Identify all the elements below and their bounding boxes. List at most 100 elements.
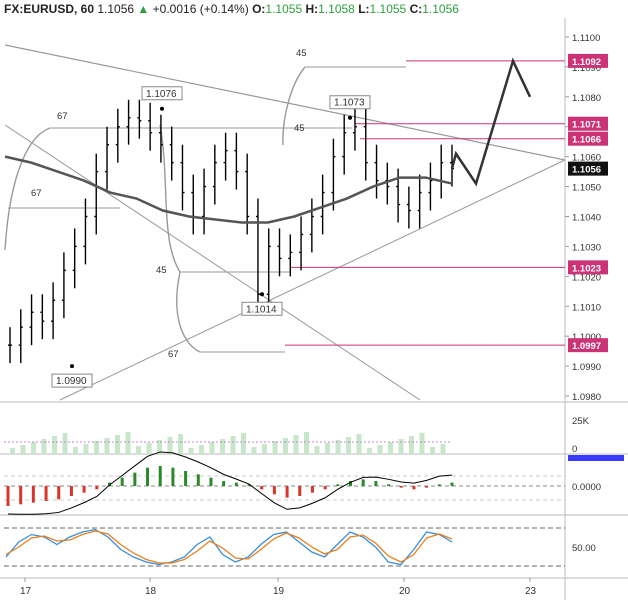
macd-bar — [19, 486, 23, 505]
y-tick-label: 1.1000 — [572, 332, 601, 343]
annotation-dot — [348, 115, 352, 120]
annotation-label: 1.1076 — [146, 89, 177, 100]
macd-bar — [323, 486, 327, 490]
price-level-tag — [568, 53, 608, 68]
price-tag-label: 1.1092 — [572, 57, 601, 68]
fib-arc — [4, 127, 51, 251]
macd-bar — [44, 486, 48, 501]
x-tick-label: 18 — [145, 586, 157, 597]
volume-bar — [272, 441, 278, 454]
volume-bar — [94, 441, 99, 454]
macd-bar — [310, 486, 314, 493]
macd-bar — [361, 479, 365, 486]
macd-bar — [272, 486, 276, 495]
stoch-k-line — [5, 528, 453, 566]
macd-bar — [209, 477, 213, 486]
low-label: L: — [358, 2, 370, 16]
x-tick-label: 17 — [20, 586, 32, 597]
symbol-label[interactable]: FX:EURUSD, 60 — [4, 2, 95, 16]
up-arrow-icon: ▲ — [137, 2, 150, 16]
volume-bar — [41, 439, 47, 454]
price-tag-label: 1.1056 — [572, 165, 601, 176]
moving-average-line — [4, 155, 453, 224]
volume-bar — [367, 448, 372, 454]
y-tick-label: 1.1100 — [572, 33, 600, 44]
macd-bar — [298, 486, 302, 496]
volume-bar — [346, 437, 351, 454]
x-tick-label: 19 — [273, 586, 285, 597]
volume-bar — [230, 436, 236, 454]
volume-bar — [52, 436, 57, 454]
macd-bar — [285, 486, 289, 498]
stoch-d-line — [5, 530, 453, 564]
volume-bar — [199, 445, 204, 454]
volume-bar — [440, 444, 446, 454]
y-tick-label: 1.1090 — [572, 63, 601, 74]
volume-bar — [167, 437, 173, 454]
volume-bar — [251, 447, 257, 454]
annotation-box — [329, 95, 371, 110]
macd-bar — [95, 486, 99, 490]
stoch-tick-label: 50.00 — [572, 543, 596, 554]
macd-bar — [437, 484, 441, 486]
y-tick-label: 1.1080 — [572, 93, 601, 104]
fib-label: 45 — [296, 48, 307, 59]
price-tag-label: 1.1023 — [572, 263, 601, 274]
price-tag-label: 1.0997 — [572, 341, 601, 352]
chart-header: FX:EURUSD, 60 1.1056 ▲ +0.0016 (+0.14%) … — [4, 2, 459, 16]
y-tick-label: 1.1020 — [572, 272, 601, 283]
macd-bar — [120, 477, 124, 486]
annotation-box — [51, 373, 93, 388]
volume-bar — [325, 443, 330, 454]
annotation-box — [241, 301, 283, 316]
fib-arc — [282, 66, 306, 146]
last-price: 1.1056 — [97, 2, 135, 16]
volume-bar — [125, 432, 131, 454]
volume-bar — [20, 445, 26, 454]
trendline-lower — [4, 124, 421, 401]
macd-bar — [412, 486, 416, 490]
x-tick-label: 23 — [525, 586, 537, 597]
macd-bar — [374, 481, 378, 486]
volume-tick-label: 25K — [572, 416, 590, 427]
macd-bar — [450, 482, 454, 486]
volume-bar — [115, 435, 120, 454]
volume-bar — [430, 447, 435, 454]
macd-bar — [69, 486, 73, 496]
volume-bar — [377, 445, 383, 454]
volume-bar — [178, 434, 183, 454]
volume-bar — [304, 432, 309, 454]
macd-bar — [260, 486, 264, 490]
volume-bar — [335, 440, 341, 454]
annotation-label: 1.1073 — [334, 98, 365, 109]
volume-bar — [241, 433, 246, 454]
price-level-tag — [568, 131, 608, 146]
volume-bar — [136, 446, 141, 454]
volume-bar — [73, 447, 78, 454]
y-tick-label: 1.1040 — [572, 212, 601, 223]
macd-bar — [146, 467, 150, 486]
annotation-box — [141, 86, 183, 101]
volume-bar — [10, 448, 15, 454]
fib-label: 45 — [294, 123, 305, 134]
volume-bar — [188, 448, 194, 454]
macd-bar — [425, 486, 429, 488]
fib-arc — [159, 124, 181, 273]
low-value: 1.1055 — [369, 2, 407, 16]
macd-bar — [399, 486, 403, 488]
annotation-dot — [260, 292, 264, 297]
macd-value-tag — [568, 455, 624, 461]
volume-bar — [314, 446, 320, 454]
volume-bar — [146, 443, 152, 454]
volume-bar — [262, 444, 267, 454]
volume-bar — [398, 439, 404, 454]
volume-bar — [388, 442, 393, 454]
volume-bar — [283, 438, 288, 454]
macd-bar — [31, 486, 35, 503]
annotation-label: 1.0990 — [56, 376, 87, 387]
volume-bar — [220, 439, 225, 454]
y-tick-label: 1.1010 — [572, 302, 601, 313]
high-label: H: — [305, 2, 319, 16]
